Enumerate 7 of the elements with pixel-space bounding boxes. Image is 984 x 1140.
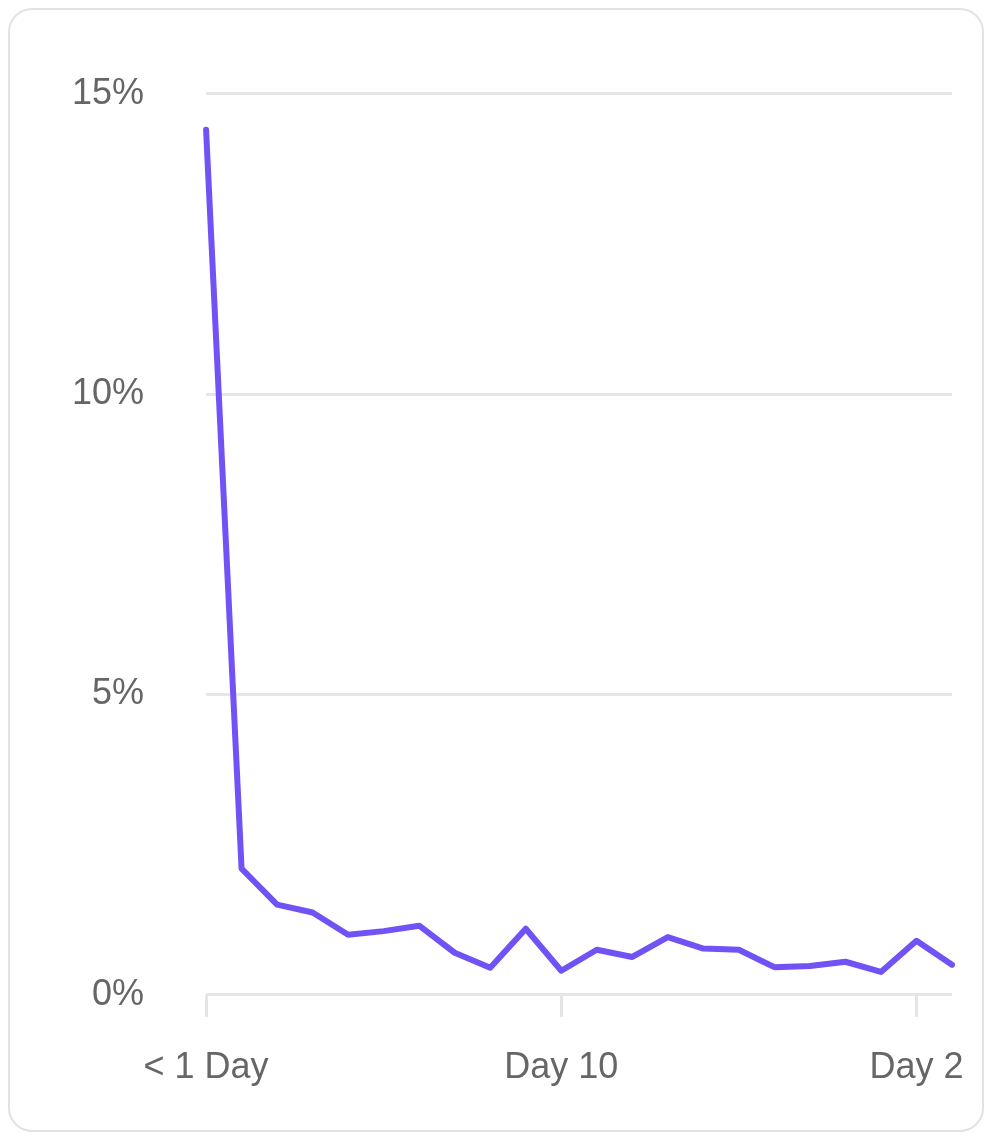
- y-tick-label: 10%: [71, 370, 145, 412]
- y-tick-label: 5%: [92, 671, 145, 713]
- x-tick-label: Day 10: [504, 1045, 619, 1087]
- x-tick-label: < 1 Day: [143, 1045, 269, 1087]
- y-tick-label: 15%: [71, 70, 145, 112]
- y-tick-label: 0%: [92, 971, 145, 1013]
- x-tick-label: Day 2: [869, 1045, 964, 1087]
